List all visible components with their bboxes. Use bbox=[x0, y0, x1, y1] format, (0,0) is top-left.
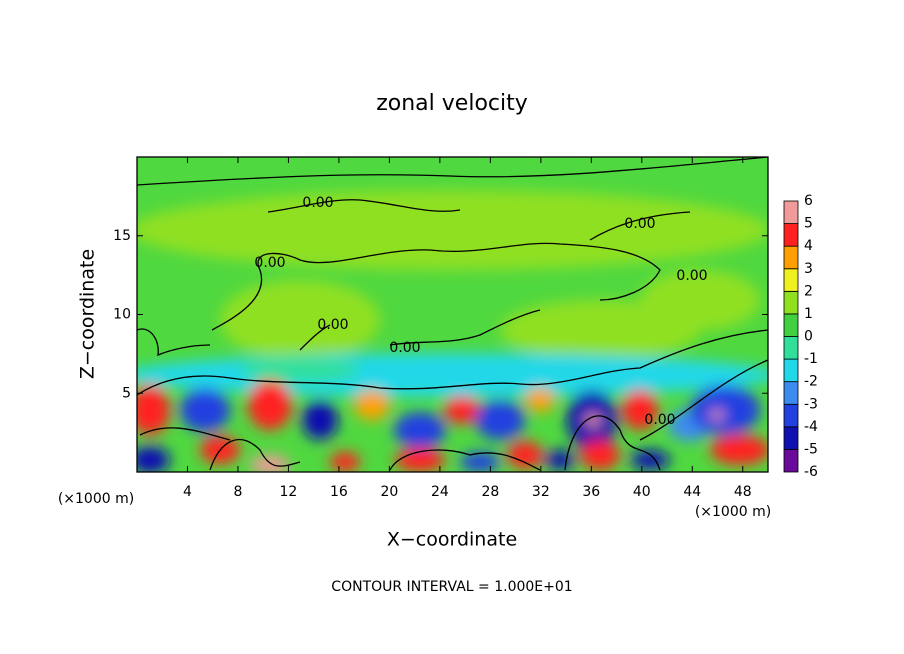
x-axis-label: X−coordinate bbox=[387, 529, 517, 551]
colorbar-swatch bbox=[783, 200, 799, 224]
contour-label: 0.00 bbox=[254, 255, 285, 271]
footer: CONTOUR INTERVAL = 1.000E+01 bbox=[331, 579, 572, 595]
x-tick-label: 20 bbox=[380, 484, 398, 500]
field-blob bbox=[302, 400, 338, 440]
x-tick-label: 36 bbox=[582, 484, 600, 500]
colorbar-swatch bbox=[783, 426, 799, 450]
field-blob bbox=[180, 388, 230, 432]
colorbar-swatch bbox=[783, 358, 799, 383]
x-tick-label: 44 bbox=[683, 484, 701, 500]
contour-label: 0.00 bbox=[389, 340, 420, 356]
field-blob bbox=[585, 414, 601, 426]
field-blob bbox=[248, 380, 292, 430]
x-tick-label: 32 bbox=[532, 484, 550, 500]
colorbar-label: 2 bbox=[804, 283, 813, 299]
y-tick-label: 15 bbox=[113, 228, 131, 244]
field-blob bbox=[137, 446, 170, 472]
colorbar-swatch bbox=[783, 223, 799, 247]
field-blob bbox=[507, 441, 543, 469]
x-tick-label: 40 bbox=[633, 484, 651, 500]
x-tick-label: 4 bbox=[183, 484, 192, 500]
field-blob bbox=[690, 385, 760, 435]
field-blob bbox=[710, 410, 724, 420]
colorbar-swatch bbox=[783, 313, 799, 337]
colorbar-label: -1 bbox=[804, 351, 818, 367]
colorbar-label: 1 bbox=[804, 306, 813, 322]
field-blob bbox=[525, 388, 555, 412]
x-tick-label: 24 bbox=[431, 484, 449, 500]
x-tick-label: 48 bbox=[734, 484, 752, 500]
colorbar-swatch bbox=[783, 290, 799, 315]
field-blob bbox=[137, 190, 768, 270]
x-tick-label: 8 bbox=[233, 484, 242, 500]
colorbar-swatch bbox=[783, 449, 799, 473]
x-tick-label: 28 bbox=[481, 484, 499, 500]
field-blob bbox=[137, 353, 768, 397]
contour-label: 0.00 bbox=[302, 195, 333, 211]
colorbar-label: 6 bbox=[804, 193, 813, 209]
x-tick-label: 12 bbox=[280, 484, 298, 500]
contour-labels: 0.00 0.00 0.00 0.00 0.00 0.00 0.00 bbox=[254, 195, 707, 428]
field-blob bbox=[460, 452, 500, 472]
field-blob bbox=[137, 385, 170, 435]
field-blob bbox=[444, 396, 480, 424]
y-tick-label: 5 bbox=[122, 385, 131, 401]
y-tick-label: 10 bbox=[113, 307, 131, 323]
contour-label: 0.00 bbox=[676, 268, 707, 284]
colorbar-swatch bbox=[783, 381, 799, 405]
field-blob bbox=[640, 270, 760, 330]
colorbar-label: 5 bbox=[804, 216, 813, 232]
x-tick-label: 16 bbox=[330, 484, 348, 500]
field-blob bbox=[622, 390, 658, 430]
colorbar-label: -4 bbox=[804, 419, 818, 435]
y-axis-label: Z−coordinate bbox=[77, 249, 99, 379]
colorbar-label: -5 bbox=[804, 441, 818, 457]
colorbar-swatch bbox=[783, 268, 799, 292]
x-unit: (×1000 m) bbox=[695, 504, 771, 520]
colorbar-swatch bbox=[783, 245, 799, 270]
y-unit: (×1000 m) bbox=[58, 491, 134, 507]
field-blob bbox=[220, 280, 380, 360]
field-blob bbox=[394, 412, 446, 448]
field-blob bbox=[240, 358, 360, 382]
colorbar-label: 4 bbox=[804, 238, 813, 254]
colorbar-label: -2 bbox=[804, 374, 818, 390]
field-blob bbox=[580, 440, 620, 470]
field-blob bbox=[630, 450, 670, 470]
field-blob bbox=[395, 448, 445, 472]
colorbar-label: -3 bbox=[804, 396, 818, 412]
colorbar-label: 0 bbox=[804, 329, 813, 345]
colorbar-swatch bbox=[783, 403, 799, 428]
contour-label: 0.00 bbox=[624, 216, 655, 232]
field bbox=[137, 157, 768, 472]
field-blob bbox=[710, 435, 768, 465]
colorbar-label: -6 bbox=[804, 464, 818, 480]
field-blob bbox=[354, 390, 390, 420]
contour-label: 0.00 bbox=[317, 317, 348, 333]
contour-lines bbox=[137, 157, 768, 471]
field-blob bbox=[330, 452, 360, 472]
colorbar-swatch bbox=[783, 336, 799, 360]
field-blob bbox=[545, 450, 575, 470]
chart-title: zonal velocity bbox=[376, 91, 528, 116]
field-blob bbox=[475, 400, 525, 440]
colorbar-label: 3 bbox=[804, 261, 813, 277]
contour-label: 0.00 bbox=[644, 412, 675, 428]
